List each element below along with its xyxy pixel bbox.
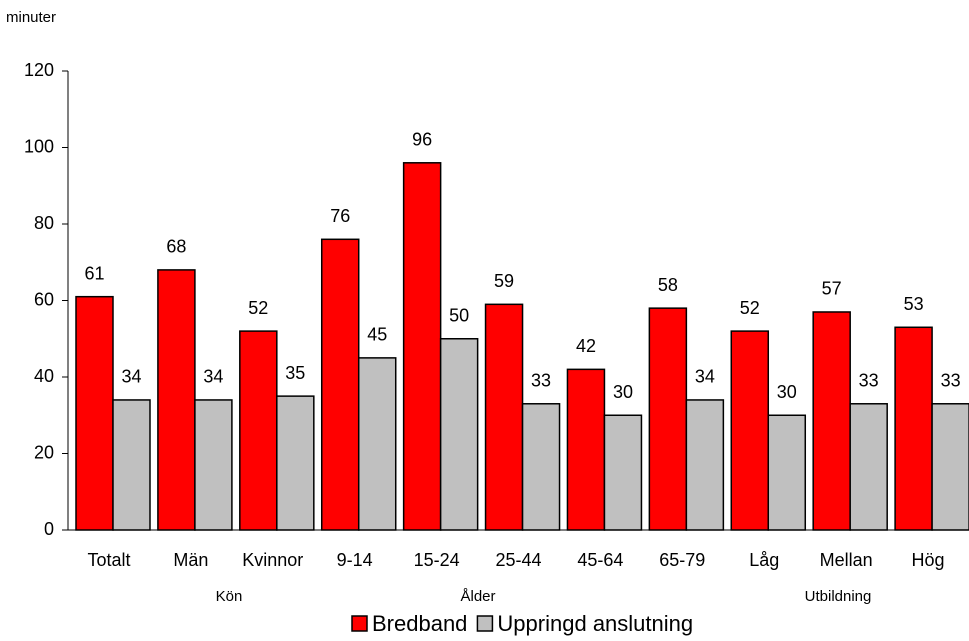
bar bbox=[603, 414, 643, 531]
value-label: 35 bbox=[285, 363, 305, 383]
y-tick-label: 0 bbox=[44, 519, 54, 539]
value-label: 52 bbox=[740, 298, 760, 318]
bar bbox=[648, 307, 688, 531]
value-label: 45 bbox=[367, 325, 387, 345]
bar bbox=[767, 414, 807, 531]
value-label: 33 bbox=[859, 371, 879, 391]
group-label: Kön bbox=[216, 588, 243, 605]
y-axis-label: minuter bbox=[6, 9, 56, 26]
value-label: 34 bbox=[695, 367, 715, 387]
bar bbox=[566, 368, 606, 531]
value-label: 52 bbox=[248, 298, 268, 318]
x-tick-label: Kvinnor bbox=[242, 550, 303, 570]
bar bbox=[484, 303, 524, 531]
value-label: 96 bbox=[412, 130, 432, 150]
y-tick-label: 20 bbox=[34, 442, 54, 462]
y-tick-label: 60 bbox=[34, 289, 54, 309]
x-tick-label: Hög bbox=[912, 550, 945, 570]
bar bbox=[812, 311, 851, 531]
bar bbox=[194, 399, 233, 531]
bar bbox=[730, 330, 770, 531]
bar bbox=[931, 403, 969, 531]
y-tick-label: 40 bbox=[34, 366, 54, 386]
y-tick-label: 80 bbox=[34, 213, 54, 233]
value-label: 30 bbox=[777, 382, 797, 402]
value-label: 58 bbox=[658, 275, 678, 295]
group-label: Ålder bbox=[460, 588, 495, 605]
x-tick-label: 9-14 bbox=[337, 550, 373, 570]
bar bbox=[112, 399, 151, 531]
value-label: 61 bbox=[84, 263, 104, 283]
value-label: 33 bbox=[941, 371, 961, 391]
legend-swatch bbox=[351, 615, 368, 632]
bar bbox=[685, 399, 725, 531]
bar bbox=[894, 326, 933, 531]
legend-label: Bredband bbox=[372, 611, 467, 636]
value-label: 50 bbox=[449, 306, 469, 326]
bar bbox=[75, 295, 114, 531]
bar bbox=[521, 403, 561, 531]
value-label: 33 bbox=[531, 371, 551, 391]
bar bbox=[157, 269, 196, 531]
bar bbox=[439, 338, 479, 531]
bar bbox=[320, 238, 360, 531]
bar bbox=[239, 330, 278, 531]
legend-label: Uppringd anslutning bbox=[497, 611, 693, 636]
x-tick-label: 45-64 bbox=[577, 550, 623, 570]
value-label: 34 bbox=[121, 367, 141, 387]
y-tick-label: 120 bbox=[24, 60, 54, 80]
value-label: 76 bbox=[330, 206, 350, 226]
value-label: 68 bbox=[166, 237, 186, 257]
value-label: 53 bbox=[904, 294, 924, 314]
x-tick-label: Mellan bbox=[820, 550, 873, 570]
bar bbox=[402, 162, 442, 531]
value-label: 34 bbox=[203, 367, 223, 387]
value-label: 30 bbox=[613, 382, 633, 402]
x-tick-label: Totalt bbox=[87, 550, 130, 570]
x-tick-label: 25-44 bbox=[495, 550, 541, 570]
value-label: 59 bbox=[494, 271, 514, 291]
bar bbox=[276, 395, 315, 531]
value-label: 42 bbox=[576, 336, 596, 356]
bar bbox=[849, 403, 888, 531]
bar bbox=[357, 357, 397, 531]
value-label: 57 bbox=[822, 279, 842, 299]
x-tick-label: Låg bbox=[749, 550, 779, 570]
legend-swatch bbox=[476, 615, 494, 632]
x-tick-label: 15-24 bbox=[414, 550, 460, 570]
y-tick-label: 100 bbox=[24, 136, 54, 156]
x-tick-label: Män bbox=[173, 550, 208, 570]
x-tick-label: 65-79 bbox=[659, 550, 705, 570]
group-label: Utbildning bbox=[805, 588, 872, 605]
